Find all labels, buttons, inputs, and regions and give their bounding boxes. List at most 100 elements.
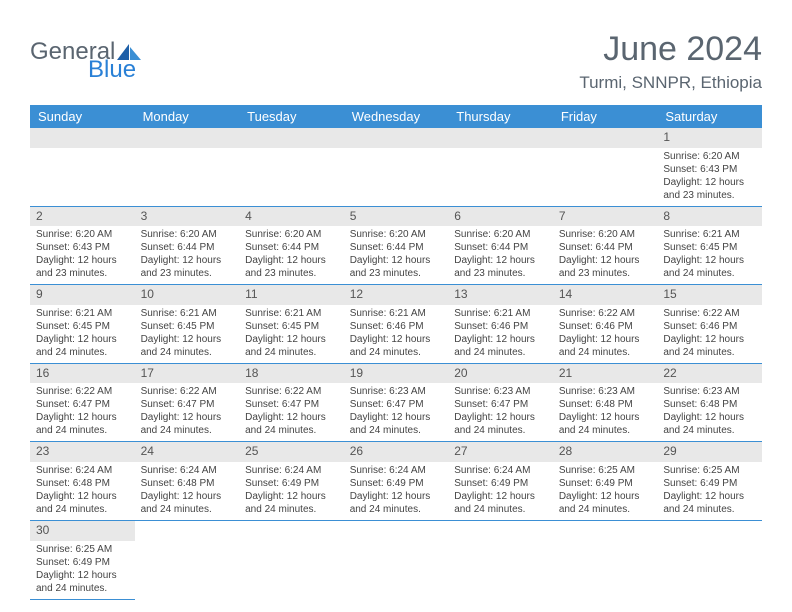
calendar-cell: 18Sunrise: 6:22 AMSunset: 6:47 PMDayligh… [239, 363, 344, 442]
daylight-text: Daylight: 12 hours and 24 minutes. [350, 411, 443, 437]
sunset-text: Sunset: 6:47 PM [350, 398, 443, 411]
sunset-text: Sunset: 6:45 PM [141, 320, 234, 333]
calendar-cell: 9Sunrise: 6:21 AMSunset: 6:45 PMDaylight… [30, 285, 135, 364]
day-content: Sunrise: 6:20 AMSunset: 6:44 PMDaylight:… [135, 226, 240, 284]
day-number [239, 521, 344, 541]
sunrise-text: Sunrise: 6:20 AM [559, 228, 652, 241]
day-content: Sunrise: 6:20 AMSunset: 6:44 PMDaylight:… [553, 226, 658, 284]
sunrise-text: Sunrise: 6:20 AM [245, 228, 338, 241]
day-content: Sunrise: 6:25 AMSunset: 6:49 PMDaylight:… [30, 541, 135, 599]
calendar-cell: 5Sunrise: 6:20 AMSunset: 6:44 PMDaylight… [344, 206, 449, 285]
sunset-text: Sunset: 6:45 PM [663, 241, 756, 254]
sunset-text: Sunset: 6:44 PM [245, 241, 338, 254]
day-number: 15 [657, 285, 762, 305]
sunrise-text: Sunrise: 6:23 AM [454, 385, 547, 398]
day-content: Sunrise: 6:20 AMSunset: 6:44 PMDaylight:… [344, 226, 449, 284]
daylight-text: Daylight: 12 hours and 23 minutes. [559, 254, 652, 280]
calendar-body: 1Sunrise: 6:20 AMSunset: 6:43 PMDaylight… [30, 128, 762, 599]
daylight-text: Daylight: 12 hours and 23 minutes. [454, 254, 547, 280]
day-content: Sunrise: 6:22 AMSunset: 6:47 PMDaylight:… [239, 383, 344, 441]
day-number [553, 521, 658, 541]
calendar-cell: 8Sunrise: 6:21 AMSunset: 6:45 PMDaylight… [657, 206, 762, 285]
sunset-text: Sunset: 6:48 PM [663, 398, 756, 411]
calendar-cell: 30Sunrise: 6:25 AMSunset: 6:49 PMDayligh… [30, 520, 135, 599]
day-content: Sunrise: 6:21 AMSunset: 6:46 PMDaylight:… [448, 305, 553, 363]
day-content: Sunrise: 6:23 AMSunset: 6:48 PMDaylight:… [553, 383, 658, 441]
daylight-text: Daylight: 12 hours and 23 minutes. [245, 254, 338, 280]
sunrise-text: Sunrise: 6:25 AM [559, 464, 652, 477]
daylight-text: Daylight: 12 hours and 24 minutes. [559, 490, 652, 516]
calendar-cell [553, 128, 658, 206]
sunset-text: Sunset: 6:44 PM [559, 241, 652, 254]
daylight-text: Daylight: 12 hours and 24 minutes. [141, 333, 234, 359]
sunrise-text: Sunrise: 6:20 AM [36, 228, 129, 241]
calendar-table: SundayMondayTuesdayWednesdayThursdayFrid… [30, 105, 762, 600]
day-number [30, 128, 135, 148]
calendar-cell: 13Sunrise: 6:21 AMSunset: 6:46 PMDayligh… [448, 285, 553, 364]
day-content: Sunrise: 6:21 AMSunset: 6:45 PMDaylight:… [239, 305, 344, 363]
daylight-text: Daylight: 12 hours and 24 minutes. [141, 411, 234, 437]
sunset-text: Sunset: 6:47 PM [141, 398, 234, 411]
sunset-text: Sunset: 6:48 PM [36, 477, 129, 490]
sunset-text: Sunset: 6:47 PM [36, 398, 129, 411]
sunrise-text: Sunrise: 6:21 AM [663, 228, 756, 241]
day-number [448, 521, 553, 541]
day-content: Sunrise: 6:24 AMSunset: 6:49 PMDaylight:… [239, 462, 344, 520]
calendar-cell: 15Sunrise: 6:22 AMSunset: 6:46 PMDayligh… [657, 285, 762, 364]
day-number: 2 [30, 207, 135, 227]
sunrise-text: Sunrise: 6:21 AM [350, 307, 443, 320]
daylight-text: Daylight: 12 hours and 24 minutes. [663, 254, 756, 280]
day-number: 7 [553, 207, 658, 227]
daylight-text: Daylight: 12 hours and 24 minutes. [350, 333, 443, 359]
sunrise-text: Sunrise: 6:23 AM [559, 385, 652, 398]
sunrise-text: Sunrise: 6:22 AM [36, 385, 129, 398]
calendar-cell [135, 128, 240, 206]
calendar-cell: 21Sunrise: 6:23 AMSunset: 6:48 PMDayligh… [553, 363, 658, 442]
brand-text-2: Blue [88, 56, 136, 83]
daylight-text: Daylight: 12 hours and 24 minutes. [559, 333, 652, 359]
calendar-cell: 2Sunrise: 6:20 AMSunset: 6:43 PMDaylight… [30, 206, 135, 285]
calendar-cell: 23Sunrise: 6:24 AMSunset: 6:48 PMDayligh… [30, 442, 135, 521]
calendar-cell: 29Sunrise: 6:25 AMSunset: 6:49 PMDayligh… [657, 442, 762, 521]
sunset-text: Sunset: 6:49 PM [663, 477, 756, 490]
day-number [344, 128, 449, 148]
sunset-text: Sunset: 6:43 PM [663, 163, 756, 176]
sunset-text: Sunset: 6:43 PM [36, 241, 129, 254]
sunrise-text: Sunrise: 6:24 AM [350, 464, 443, 477]
day-number: 13 [448, 285, 553, 305]
daylight-text: Daylight: 12 hours and 24 minutes. [559, 411, 652, 437]
day-number: 21 [553, 364, 658, 384]
calendar-cell: 19Sunrise: 6:23 AMSunset: 6:47 PMDayligh… [344, 363, 449, 442]
day-number: 1 [657, 128, 762, 148]
sunset-text: Sunset: 6:44 PM [454, 241, 547, 254]
sunrise-text: Sunrise: 6:22 AM [559, 307, 652, 320]
day-number [553, 128, 658, 148]
daylight-text: Daylight: 12 hours and 24 minutes. [663, 411, 756, 437]
calendar-cell [135, 520, 240, 599]
calendar-cell: 25Sunrise: 6:24 AMSunset: 6:49 PMDayligh… [239, 442, 344, 521]
day-number: 6 [448, 207, 553, 227]
day-number: 10 [135, 285, 240, 305]
sunrise-text: Sunrise: 6:20 AM [141, 228, 234, 241]
daylight-text: Daylight: 12 hours and 24 minutes. [36, 411, 129, 437]
weekday-header: Wednesday [344, 105, 449, 128]
header: General June 2024 Turmi, SNNPR, Ethiopia [30, 30, 762, 93]
weekday-header: Thursday [448, 105, 553, 128]
sunrise-text: Sunrise: 6:24 AM [454, 464, 547, 477]
sunrise-text: Sunrise: 6:24 AM [141, 464, 234, 477]
daylight-text: Daylight: 12 hours and 23 minutes. [350, 254, 443, 280]
day-number: 19 [344, 364, 449, 384]
day-content: Sunrise: 6:21 AMSunset: 6:45 PMDaylight:… [657, 226, 762, 284]
day-number: 4 [239, 207, 344, 227]
day-content: Sunrise: 6:24 AMSunset: 6:48 PMDaylight:… [30, 462, 135, 520]
day-number: 29 [657, 442, 762, 462]
daylight-text: Daylight: 12 hours and 23 minutes. [141, 254, 234, 280]
sunset-text: Sunset: 6:47 PM [245, 398, 338, 411]
day-content: Sunrise: 6:21 AMSunset: 6:45 PMDaylight:… [30, 305, 135, 363]
day-content: Sunrise: 6:25 AMSunset: 6:49 PMDaylight:… [657, 462, 762, 520]
weekday-header: Tuesday [239, 105, 344, 128]
day-number [448, 128, 553, 148]
sunrise-text: Sunrise: 6:22 AM [141, 385, 234, 398]
day-content: Sunrise: 6:22 AMSunset: 6:46 PMDaylight:… [553, 305, 658, 363]
sunset-text: Sunset: 6:46 PM [350, 320, 443, 333]
